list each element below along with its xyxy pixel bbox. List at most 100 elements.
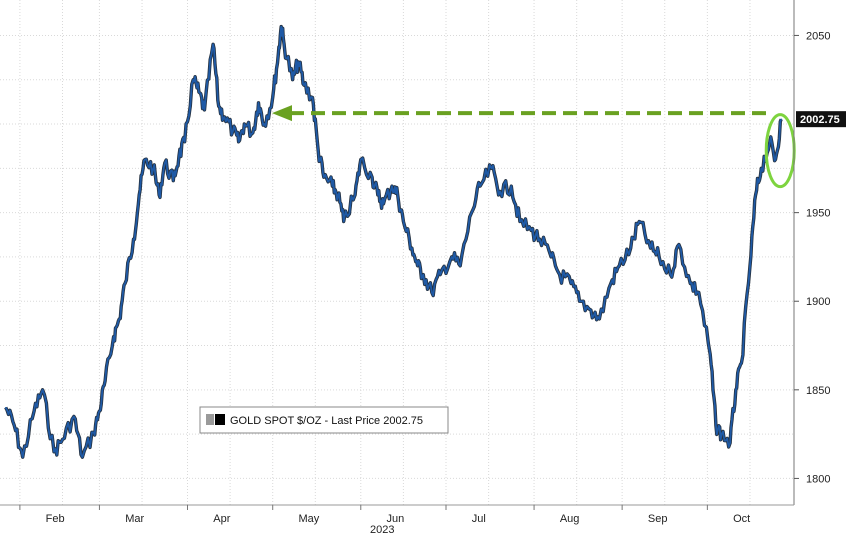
data-point (98, 410, 101, 412)
data-point (490, 167, 493, 169)
data-point (138, 194, 140, 196)
data-point (360, 158, 362, 161)
data-point (283, 43, 285, 45)
data-point (303, 84, 305, 86)
data-point (416, 265, 419, 267)
data-point (317, 150, 319, 152)
data-point (104, 380, 106, 382)
data-point (649, 247, 652, 249)
data-point (331, 185, 333, 187)
data-point (439, 274, 441, 276)
series-line-shadow (4, 24, 783, 459)
data-point (144, 158, 146, 161)
x-axis-ticks: Feb Mar Apr May Jun Jul Aug Sep Oct (0, 504, 794, 525)
data-point (638, 220, 640, 223)
y-tick-label: 1800 (806, 473, 830, 485)
data-point (397, 194, 399, 196)
data-point (42, 389, 44, 391)
data-point (272, 96, 274, 99)
data-point (252, 132, 254, 134)
data-point (280, 25, 282, 28)
data-point (277, 52, 279, 54)
data-point (735, 389, 737, 391)
last-price-tag-bg (796, 111, 846, 128)
data-point (192, 79, 194, 81)
data-point (172, 180, 174, 182)
data-point (113, 336, 115, 338)
data-point (755, 194, 757, 196)
data-point (678, 243, 680, 246)
data-point (729, 442, 731, 444)
data-point (297, 61, 299, 63)
annotations (272, 105, 796, 189)
data-point (720, 433, 723, 435)
data-point (184, 141, 186, 143)
x-tick-label: Sep (648, 513, 668, 525)
x-tick-label: Oct (733, 513, 750, 525)
data-point (152, 167, 155, 169)
data-point (243, 123, 245, 125)
data-point (132, 238, 135, 240)
data-point (499, 190, 501, 192)
data-point (780, 118, 782, 120)
data-point (292, 79, 294, 81)
data-point (539, 238, 541, 240)
y-tick-label: 2050 (806, 30, 830, 42)
data-point (698, 291, 700, 293)
data-point (598, 318, 601, 320)
data-point (203, 109, 206, 111)
x-tick-label: Feb (46, 513, 65, 525)
data-point (470, 212, 473, 214)
x-tick-label: Aug (560, 513, 580, 525)
data-point (232, 130, 234, 132)
data-point (158, 194, 160, 196)
data-point (164, 162, 166, 164)
data-point (371, 176, 373, 178)
data-point (610, 282, 612, 285)
data-point (382, 203, 385, 205)
data-point (391, 185, 393, 187)
data-point (343, 220, 345, 223)
data-point (689, 282, 691, 285)
data-point (257, 102, 260, 104)
data-point (33, 410, 35, 412)
data-point (5, 406, 7, 409)
data-point (590, 309, 592, 311)
x-tick-label: Mar (125, 513, 144, 525)
data-point (218, 105, 220, 107)
data-point (118, 318, 120, 320)
data-point (769, 141, 771, 143)
data-point (740, 362, 743, 364)
data-point (519, 220, 521, 223)
legend-swatch-grey (206, 414, 214, 425)
data-point (530, 229, 532, 231)
y-tick-label: 1900 (806, 296, 830, 308)
data-point (669, 274, 672, 276)
data-point (402, 220, 404, 223)
last-price-tag: 2002.75 (796, 111, 846, 128)
data-point (570, 282, 572, 285)
data-point (479, 185, 481, 187)
data-point (198, 91, 200, 93)
data-point (73, 415, 75, 418)
data-point (238, 141, 240, 143)
year-label: 2023 (370, 524, 394, 536)
data-point (61, 438, 64, 441)
data-point (263, 123, 265, 125)
y-axis-ticks: 2050 1950 1900 1850 1800 (794, 30, 830, 485)
data-point (212, 43, 214, 45)
data-point (431, 291, 433, 293)
data-point (178, 155, 180, 157)
x-tick-label: Jul (472, 513, 486, 525)
data-point (459, 265, 461, 267)
data-point (760, 167, 762, 169)
data-point (124, 282, 126, 285)
data-point (323, 176, 325, 178)
x-tick-label: May (298, 513, 319, 525)
x-tick-label: Apr (213, 513, 230, 525)
data-point (22, 456, 24, 458)
data-point (337, 194, 339, 196)
series-group (4, 24, 783, 459)
legend: GOLD SPOT $/OZ - Last Price 2002.75 (199, 406, 449, 434)
